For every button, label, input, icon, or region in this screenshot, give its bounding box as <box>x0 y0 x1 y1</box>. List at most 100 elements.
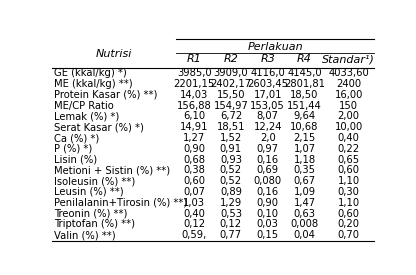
Text: Perlakuan: Perlakuan <box>248 42 303 52</box>
Text: 0,60: 0,60 <box>338 208 359 219</box>
Text: 1,52: 1,52 <box>220 133 242 143</box>
Text: Serat Kasar (%) *): Serat Kasar (%) *) <box>54 122 144 132</box>
Text: R3: R3 <box>260 54 275 64</box>
Text: Nutrisi: Nutrisi <box>96 49 132 59</box>
Text: 0,16: 0,16 <box>257 155 279 165</box>
Text: 0,22: 0,22 <box>337 144 360 154</box>
Text: 0,90: 0,90 <box>183 144 206 154</box>
Text: 2402,17: 2402,17 <box>210 79 252 89</box>
Text: 1,18: 1,18 <box>293 155 315 165</box>
Text: ME (kkal/kg) **): ME (kkal/kg) **) <box>54 79 132 89</box>
Text: 2,15: 2,15 <box>293 133 316 143</box>
Text: 18,51: 18,51 <box>217 122 245 132</box>
Text: 154,97: 154,97 <box>213 101 248 111</box>
Text: 156,88: 156,88 <box>177 101 212 111</box>
Text: 17,01: 17,01 <box>253 90 282 100</box>
Text: R1: R1 <box>187 54 202 64</box>
Text: 0,40: 0,40 <box>338 133 359 143</box>
Text: P (%) *): P (%) *) <box>54 144 92 154</box>
Text: 1,47: 1,47 <box>293 198 315 208</box>
Text: 0,65: 0,65 <box>337 155 360 165</box>
Text: 0,04: 0,04 <box>294 230 315 240</box>
Text: 0,52: 0,52 <box>220 165 242 175</box>
Text: 150: 150 <box>339 101 358 111</box>
Text: Valin (%) **): Valin (%) **) <box>54 230 115 240</box>
Text: R4: R4 <box>297 54 312 64</box>
Text: 1,29: 1,29 <box>220 198 242 208</box>
Text: 0,20: 0,20 <box>338 219 359 229</box>
Text: 1,10: 1,10 <box>337 198 360 208</box>
Text: Triptofan (%) **): Triptofan (%) **) <box>54 219 135 229</box>
Text: 0,12: 0,12 <box>220 219 242 229</box>
Text: 18,50: 18,50 <box>290 90 319 100</box>
Text: 1,09: 1,09 <box>293 187 315 197</box>
Text: 16,00: 16,00 <box>334 90 363 100</box>
Text: 0,008: 0,008 <box>290 219 319 229</box>
Text: 0,68: 0,68 <box>183 155 206 165</box>
Text: 1,27: 1,27 <box>183 133 206 143</box>
Text: Isoleusin (%) **): Isoleusin (%) **) <box>54 176 135 186</box>
Text: 10,00: 10,00 <box>334 122 363 132</box>
Text: 0,53: 0,53 <box>220 208 242 219</box>
Text: 2,0: 2,0 <box>260 133 275 143</box>
Text: 2603,45: 2603,45 <box>247 79 288 89</box>
Text: 12,24: 12,24 <box>253 122 282 132</box>
Text: 0,07: 0,07 <box>183 187 206 197</box>
Text: 6,72: 6,72 <box>220 111 242 122</box>
Text: 3909,0: 3909,0 <box>214 68 248 78</box>
Text: 4033,60: 4033,60 <box>328 68 369 78</box>
Text: 2,00: 2,00 <box>338 111 359 122</box>
Text: Penilalanin+Tirosin (%) **): Penilalanin+Tirosin (%) **) <box>54 198 187 208</box>
Text: ME/CP Ratio: ME/CP Ratio <box>54 101 114 111</box>
Text: 0,93: 0,93 <box>220 155 242 165</box>
Text: 151,44: 151,44 <box>287 101 322 111</box>
Text: 2400: 2400 <box>336 79 361 89</box>
Text: 0,67: 0,67 <box>293 176 315 186</box>
Text: 0,30: 0,30 <box>338 187 359 197</box>
Text: 14,03: 14,03 <box>180 90 208 100</box>
Text: 0,97: 0,97 <box>257 144 279 154</box>
Text: 4116,0: 4116,0 <box>250 68 285 78</box>
Text: 14,91: 14,91 <box>180 122 208 132</box>
Text: 0,15: 0,15 <box>257 230 279 240</box>
Text: 1,10: 1,10 <box>337 176 360 186</box>
Text: 3985,0: 3985,0 <box>177 68 212 78</box>
Text: 0,90: 0,90 <box>257 198 279 208</box>
Text: 0,10: 0,10 <box>257 208 279 219</box>
Text: 153,05: 153,05 <box>250 101 285 111</box>
Text: 0,38: 0,38 <box>183 165 205 175</box>
Text: 0,60: 0,60 <box>338 165 359 175</box>
Text: 2201,15: 2201,15 <box>174 79 215 89</box>
Text: 0,60: 0,60 <box>183 176 206 186</box>
Text: 0,89: 0,89 <box>220 187 242 197</box>
Text: 0,77: 0,77 <box>220 230 242 240</box>
Text: Treonin (%) **): Treonin (%) **) <box>54 208 127 219</box>
Text: 0,12: 0,12 <box>183 219 206 229</box>
Text: Metioni + Sistin (%) **): Metioni + Sistin (%) **) <box>54 165 170 175</box>
Text: Standar¹): Standar¹) <box>322 54 375 64</box>
Text: 0,63: 0,63 <box>293 208 315 219</box>
Text: 15,50: 15,50 <box>217 90 245 100</box>
Text: 0,40: 0,40 <box>183 208 205 219</box>
Text: 0,52: 0,52 <box>220 176 242 186</box>
Text: 9,64: 9,64 <box>293 111 315 122</box>
Text: 0,080: 0,080 <box>254 176 282 186</box>
Text: Leusin (%) **): Leusin (%) **) <box>54 187 123 197</box>
Text: R2: R2 <box>223 54 238 64</box>
Text: 0,35: 0,35 <box>293 165 315 175</box>
Text: 10,68: 10,68 <box>290 122 319 132</box>
Text: 1,03: 1,03 <box>183 198 206 208</box>
Text: 0,70: 0,70 <box>338 230 359 240</box>
Text: Ca (%) *): Ca (%) *) <box>54 133 99 143</box>
Text: 1,07: 1,07 <box>293 144 315 154</box>
Text: Protein Kasar (%) **): Protein Kasar (%) **) <box>54 90 157 100</box>
Text: 4145,0: 4145,0 <box>287 68 322 78</box>
Text: 0,59,: 0,59, <box>182 230 207 240</box>
Text: Lemak (%) *): Lemak (%) *) <box>54 111 119 122</box>
Text: Lisin (%): Lisin (%) <box>54 155 97 165</box>
Text: 8,07: 8,07 <box>257 111 279 122</box>
Text: 0,91: 0,91 <box>220 144 242 154</box>
Text: 6,10: 6,10 <box>183 111 206 122</box>
Text: 2801,81: 2801,81 <box>284 79 325 89</box>
Text: 0,69: 0,69 <box>257 165 279 175</box>
